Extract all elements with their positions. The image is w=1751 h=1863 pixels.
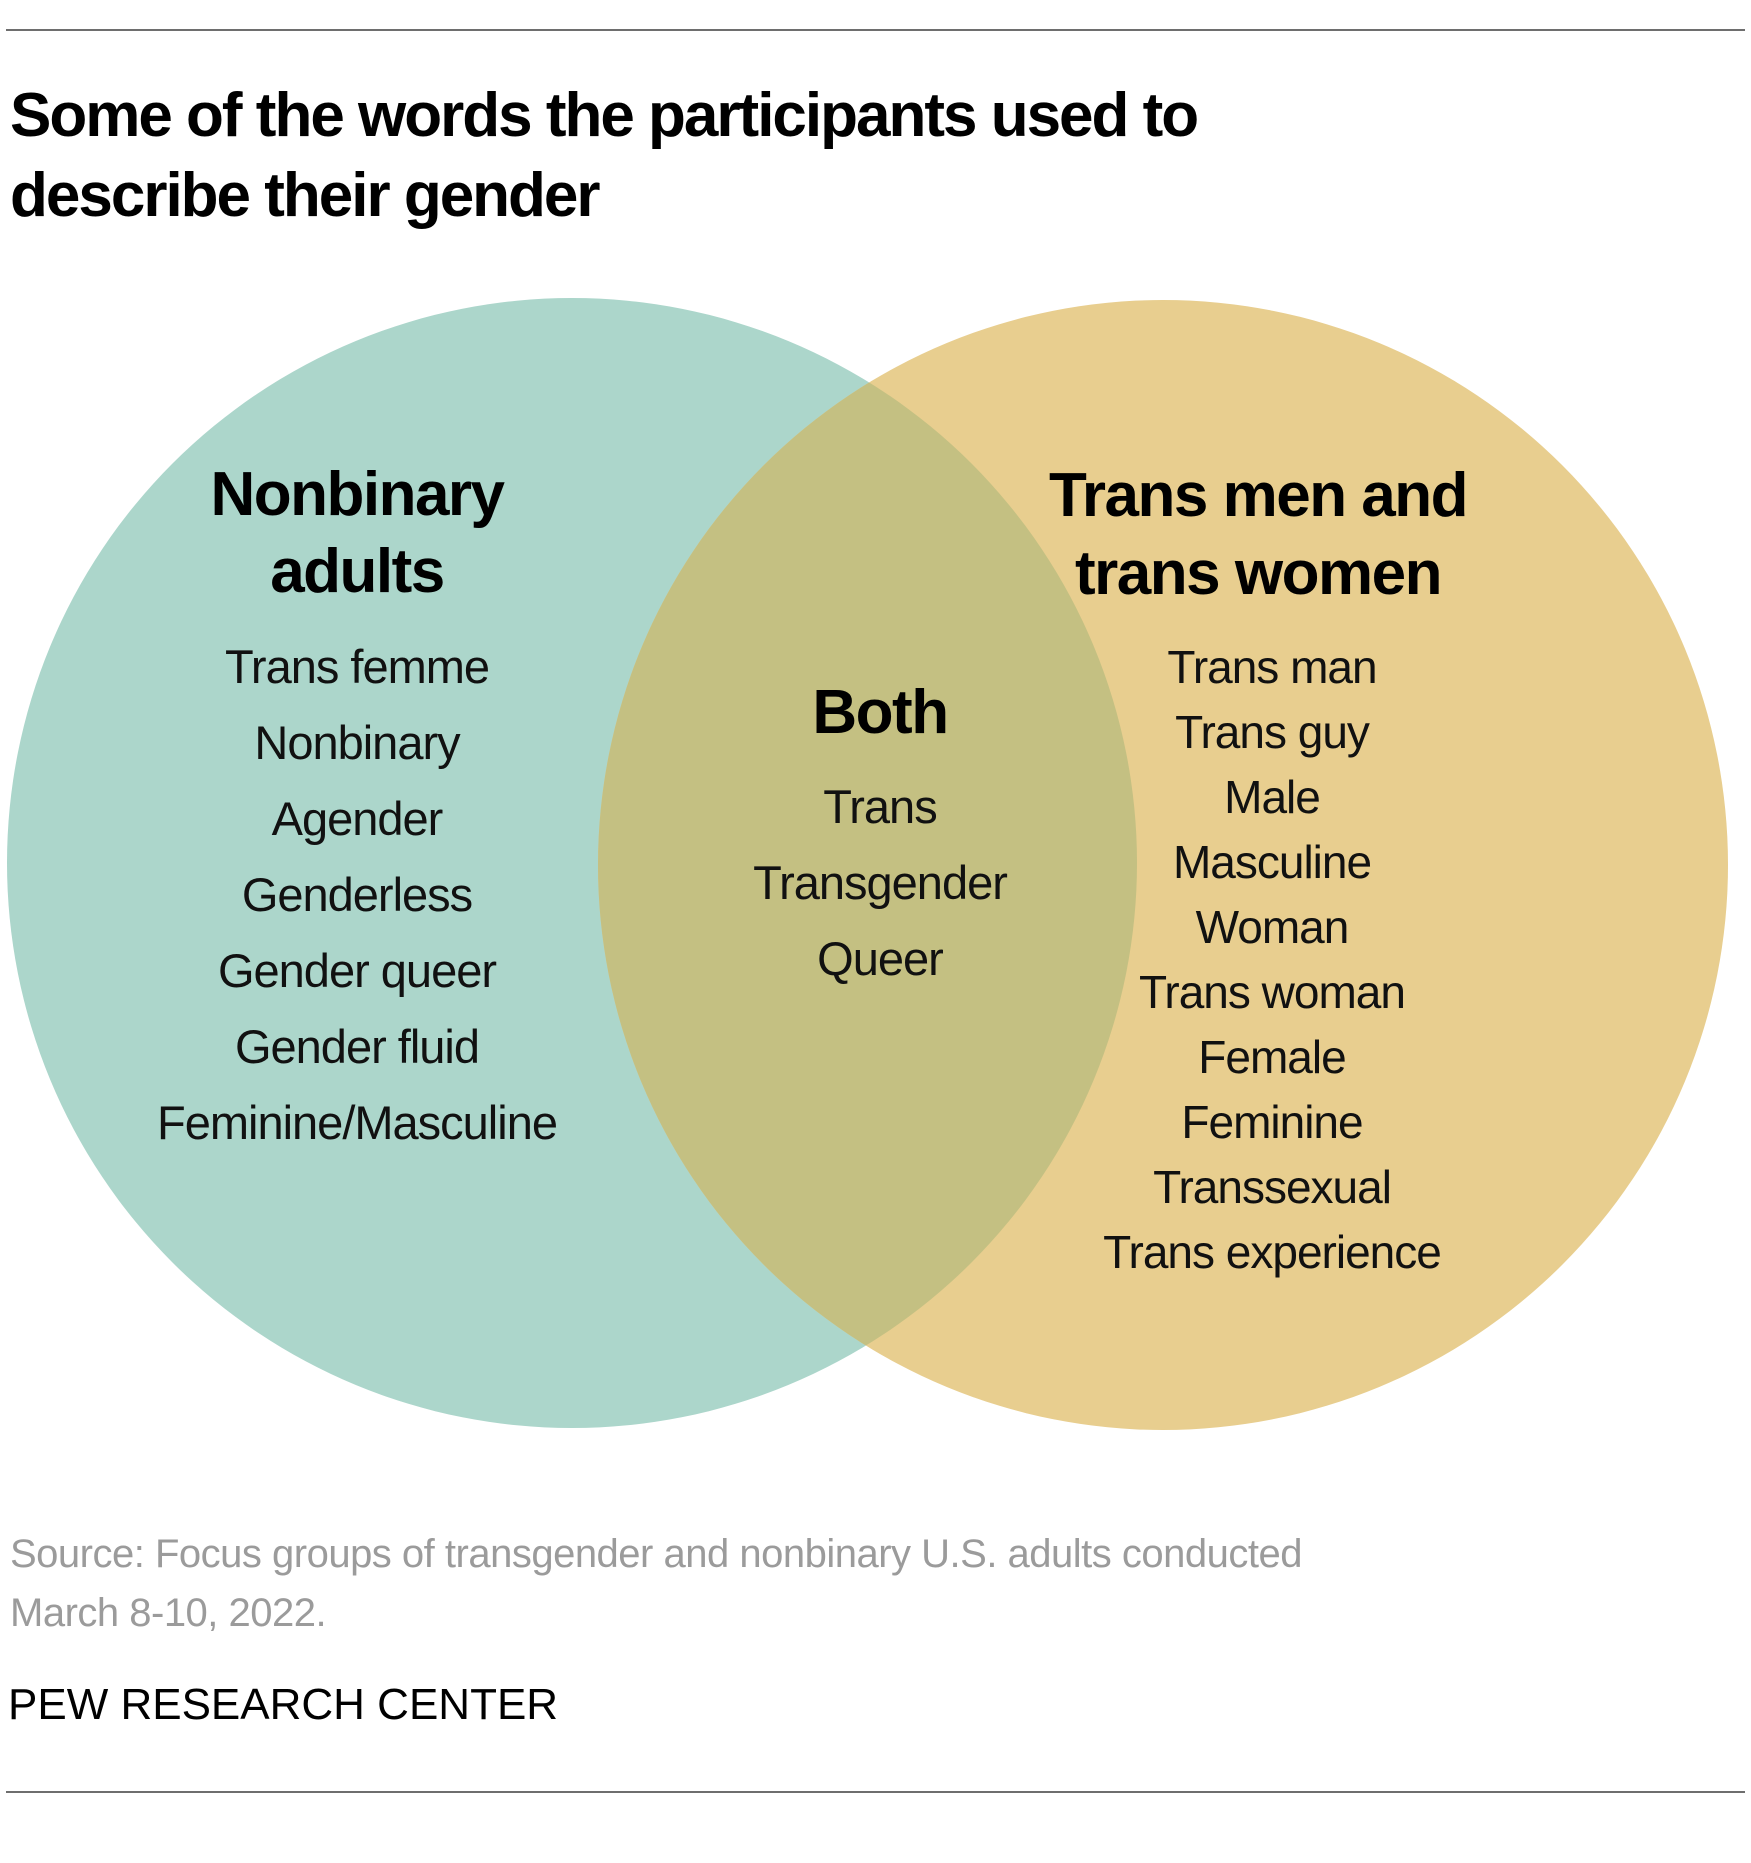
word-item: Feminine	[1181, 1096, 1363, 1148]
overlap-word-list: Trans Transgender Queer	[630, 769, 1130, 997]
word-item: Genderless	[241, 868, 473, 921]
word-item: Woman	[1195, 901, 1350, 953]
word-item: Transsexual	[1153, 1161, 1392, 1213]
left-circle-heading: Nonbinary adults	[210, 460, 505, 606]
right-circle-heading: Trans men and trans women	[1048, 461, 1469, 608]
overlap-heading: Both	[812, 678, 949, 747]
word-item: Female	[1198, 1031, 1346, 1083]
word-item: Transgender	[753, 856, 1008, 909]
word-item: Nonbinary	[254, 716, 460, 769]
word-item: Trans femme	[224, 640, 490, 693]
word-item: Trans experience	[1103, 1226, 1442, 1278]
left-circle-word-list: Trans femme Nonbinary Agender Genderless Gen…	[57, 629, 657, 1161]
top-divider	[6, 29, 1745, 31]
word-item: Queer	[817, 932, 944, 985]
word-item: Male	[1224, 771, 1321, 823]
word-item: Trans man	[1167, 641, 1377, 693]
word-item: Trans woman	[1139, 966, 1406, 1018]
word-item: Trans	[823, 780, 937, 833]
word-item: Masculine	[1172, 836, 1372, 888]
overlap-lens	[598, 300, 1137, 1428]
word-item: Agender	[271, 792, 444, 845]
right-circle-word-list: Trans man Trans guy Male Masculine Woman Tran…	[1022, 635, 1522, 1285]
page-title: Some of the words the participants used …	[10, 81, 1199, 230]
word-item: Gender queer	[217, 944, 497, 997]
word-item: Feminine/Masculine	[157, 1096, 558, 1149]
source-note: Source: Focus groups of transgender and …	[10, 1532, 1302, 1635]
brand-footer: PEW RESEARCH CENTER	[8, 1680, 559, 1729]
word-item: Gender fluid	[234, 1020, 480, 1073]
word-item: Trans guy	[1175, 706, 1370, 758]
bottom-divider	[6, 1791, 1745, 1793]
